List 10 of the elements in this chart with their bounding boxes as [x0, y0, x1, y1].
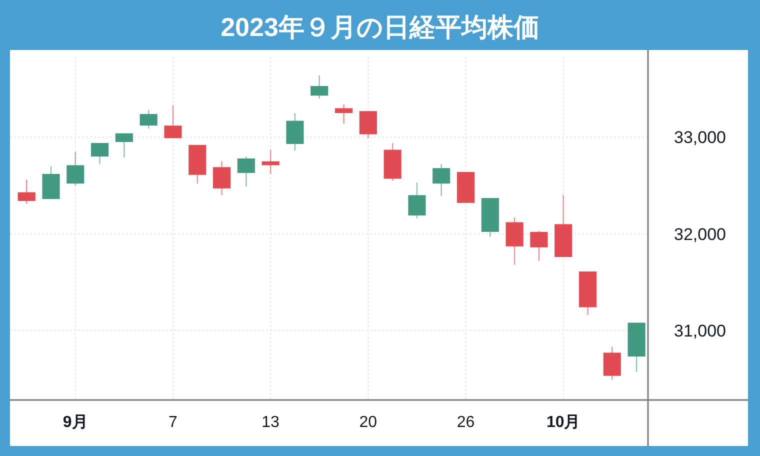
y-tick-label: 31,000 — [674, 321, 726, 340]
x-tick-label: 20 — [359, 414, 378, 431]
x-tick-label: 9月 — [62, 414, 88, 431]
y-tick-label: 32,000 — [674, 224, 726, 244]
x-tick-label: 7 — [168, 414, 178, 431]
x-tick-label: 26 — [456, 414, 475, 431]
chart-title: 2023年９月の日経平均株価 — [220, 12, 540, 42]
x-tick-label: 13 — [262, 414, 280, 431]
y-tick-label: 33,000 — [674, 128, 726, 148]
x-tick-label: 10月 — [546, 414, 580, 431]
